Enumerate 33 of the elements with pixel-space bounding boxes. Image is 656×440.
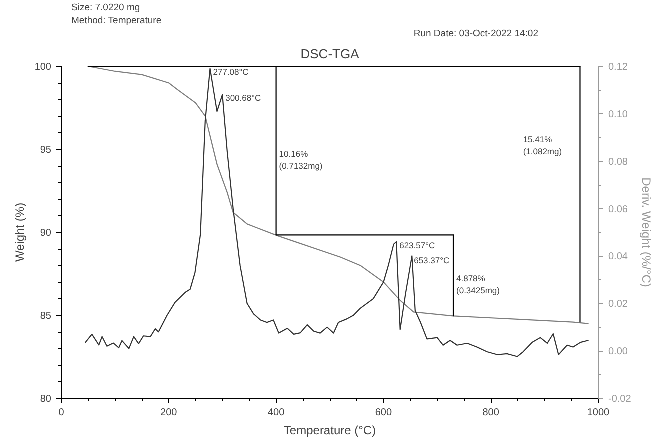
y2-tick-label: 0.02 [608,299,628,310]
y2-tick-label: 0.12 [608,62,628,73]
y-tick-label: 95 [40,145,52,156]
text: Method: Temperature [72,16,162,26]
annotation: 277.08°C [213,66,249,77]
y-tick-label: 100 [34,62,52,73]
x-tick-label: 800 [482,408,500,418]
y-tick-label: 85 [40,311,52,322]
y2-tick-label: 0.00 [608,346,628,358]
annotation: 623.57°C [400,240,436,250]
annotation: 10.16% (0.7132mg) [279,149,323,172]
text: Size: 7.0220 mg [72,2,140,14]
x-tick-label: 0 [58,408,65,418]
y2-tick-label: -0.02 [608,394,632,405]
x-axis-title: Temperature (°C) [284,424,376,438]
y2-tick-label: 0.04 [608,252,628,263]
y-axis-title: Weight (%) [12,202,27,262]
x-tick-label: 1000 [587,408,610,418]
x-tick-label: 200 [160,408,178,418]
x-tick-label: 600 [375,408,392,418]
y2-tick-label: 0.08 [608,156,628,168]
text: Run Date: 03-Oct-2022 14:02 [414,28,539,40]
annotation: 15.41% (1.082mg) [523,134,562,157]
annotation: 653.37°C [414,255,450,266]
x-tick-label: 400 [268,408,286,418]
annotation: 4.878% (0.3425mg) [456,274,500,296]
y-tick-label: 90 [40,228,52,239]
y-tick-label: 80 [40,394,52,405]
annotation: 300.68°C [226,92,262,103]
y2-tick-label: 0.06 [608,204,628,216]
y2-axis-title: Deriv. Weight (%/°C) [639,178,654,288]
y2-tick-label: 0.10 [608,109,628,120]
chart-title: DSC-TGA [300,46,360,62]
